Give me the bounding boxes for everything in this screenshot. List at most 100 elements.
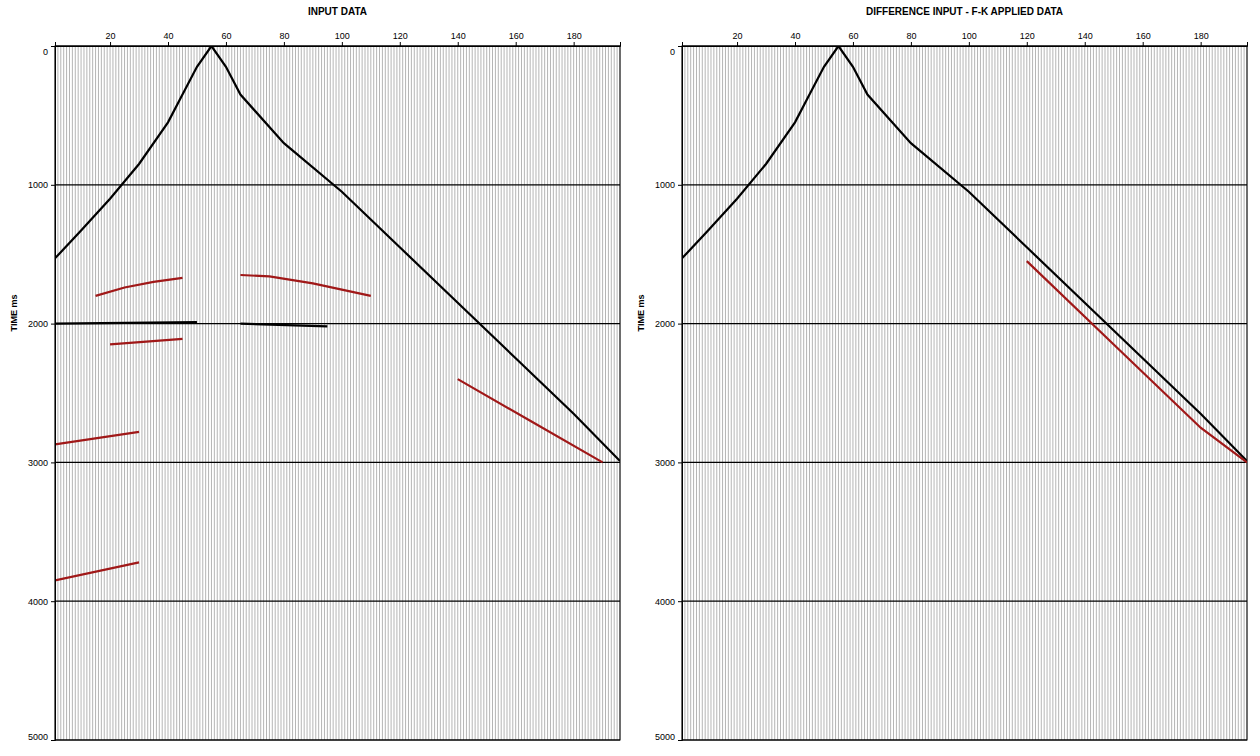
trace-baseline xyxy=(321,46,322,740)
trace-baseline xyxy=(379,46,380,740)
trace-baseline xyxy=(1215,46,1216,740)
trace-baseline xyxy=(1241,46,1242,740)
grid-line xyxy=(682,462,1247,463)
trace-baseline xyxy=(980,46,981,740)
y-tick: 5000 xyxy=(28,732,55,742)
x-tick-mark xyxy=(342,42,343,46)
events xyxy=(682,46,1247,462)
trace-baseline xyxy=(847,46,848,740)
trace-baseline xyxy=(544,46,545,740)
trace-baseline xyxy=(466,46,467,740)
figure: 2040608010012014016018001000200030004000… xyxy=(0,0,1260,756)
trace-baseline xyxy=(1012,46,1013,740)
trace-baseline xyxy=(1229,46,1230,740)
x-tick-mark xyxy=(574,42,575,46)
trace-baseline xyxy=(101,46,102,740)
y-tick-mark xyxy=(678,462,682,463)
trace-baseline xyxy=(757,46,758,740)
y-tick-label: 5000 xyxy=(28,732,48,742)
trace-baseline xyxy=(1200,46,1201,740)
x-tick-label: 160 xyxy=(1136,31,1151,41)
trace-baseline xyxy=(281,46,282,740)
trace-baseline xyxy=(1029,46,1030,740)
trace-baseline xyxy=(992,46,993,740)
trace-baseline xyxy=(1136,46,1137,740)
trace-baseline xyxy=(989,46,990,740)
trace-baseline xyxy=(1093,46,1094,740)
trace-baseline xyxy=(702,46,703,740)
trace-baseline xyxy=(535,46,536,740)
trace-baseline xyxy=(1209,46,1210,740)
trace-baseline xyxy=(821,46,822,740)
x-tick: 40 xyxy=(163,31,173,46)
trace-baseline xyxy=(1151,46,1152,740)
trace-baseline xyxy=(963,46,964,740)
trace-baseline xyxy=(739,46,740,740)
trace-baseline xyxy=(876,46,877,740)
event-line xyxy=(240,324,327,327)
trace-baseline xyxy=(754,46,755,740)
trace-baseline xyxy=(150,46,151,740)
trace-baseline xyxy=(1125,46,1126,740)
trace-baseline xyxy=(841,46,842,740)
trace-baseline xyxy=(237,46,238,740)
trace-baseline xyxy=(1160,46,1161,740)
trace-baseline xyxy=(173,46,174,740)
trace-baseline xyxy=(92,46,93,740)
trace-baseline xyxy=(614,46,615,740)
y-tick-label: 5000 xyxy=(655,732,675,742)
event-line xyxy=(96,278,183,296)
event-line xyxy=(838,46,1247,461)
trace-baseline xyxy=(118,46,119,740)
trace-baseline xyxy=(385,46,386,740)
y-tick: 5000 xyxy=(655,732,682,742)
trace-baseline xyxy=(957,46,958,740)
trace-baseline xyxy=(716,46,717,740)
y-tick: 3000 xyxy=(28,458,55,468)
trace-baseline xyxy=(713,46,714,740)
trace-baseline xyxy=(176,46,177,740)
trace-baseline xyxy=(835,46,836,740)
trace-baseline xyxy=(121,46,122,740)
trace-baseline xyxy=(275,46,276,740)
trace-baseline xyxy=(428,46,429,740)
trace-baseline xyxy=(899,46,900,740)
trace-baseline xyxy=(408,46,409,740)
trace-baseline xyxy=(696,46,697,740)
trace-baseline xyxy=(789,46,790,740)
trace-baseline xyxy=(530,46,531,740)
trace-baseline xyxy=(1119,46,1120,740)
trace-baseline xyxy=(63,46,64,740)
trace-baseline xyxy=(269,46,270,740)
trace-baseline xyxy=(867,46,868,740)
x-axis: 20406080100120140160180 xyxy=(56,31,621,47)
trace-baseline xyxy=(1015,46,1016,740)
y-tick-mark xyxy=(51,462,55,463)
y-tick-label: 3000 xyxy=(28,458,48,468)
trace-baseline xyxy=(286,46,287,740)
x-tick-mark xyxy=(1085,42,1086,46)
trace-baseline xyxy=(838,46,839,740)
x-tick-label: 60 xyxy=(221,31,231,41)
x-tick-label: 160 xyxy=(509,31,524,41)
trace-baseline xyxy=(330,46,331,740)
trace-baseline xyxy=(165,46,166,740)
trace-baseline xyxy=(541,46,542,740)
y-tick: 0 xyxy=(670,47,682,57)
trace-baseline xyxy=(78,46,79,740)
trace-baseline xyxy=(136,46,137,740)
trace-baseline xyxy=(731,46,732,740)
trace-baseline xyxy=(780,46,781,740)
trace-baseline xyxy=(608,46,609,740)
trace-baseline xyxy=(908,46,909,740)
trace-baseline xyxy=(1003,46,1004,740)
trace-baseline xyxy=(1055,46,1056,740)
trace-baseline xyxy=(1041,46,1042,740)
trace-baseline xyxy=(925,46,926,740)
trace-baseline xyxy=(431,46,432,740)
trace-baseline xyxy=(391,46,392,740)
x-tick: 140 xyxy=(451,31,466,46)
x-tick-label: 80 xyxy=(906,31,916,41)
trace-baseline xyxy=(1128,46,1129,740)
trace-baseline xyxy=(420,46,421,740)
